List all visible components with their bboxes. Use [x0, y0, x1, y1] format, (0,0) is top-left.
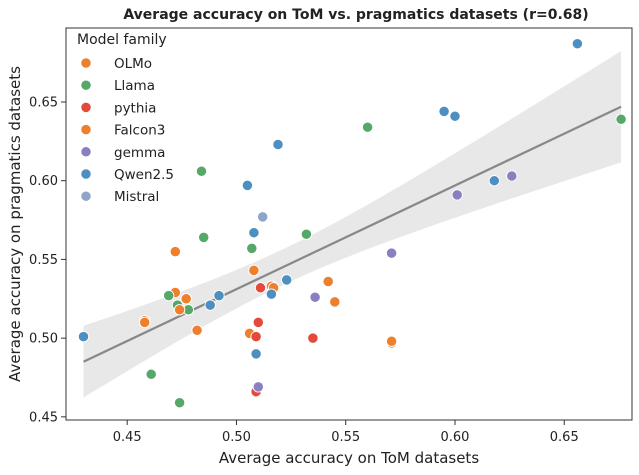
data-point: [385, 247, 398, 259]
data-point: [241, 179, 254, 192]
legend-marker: [80, 101, 92, 114]
legend-marker: [80, 123, 92, 136]
y-tick-label: 0.55: [29, 253, 58, 268]
data-point: [169, 245, 181, 258]
confidence-band: [83, 51, 622, 398]
data-point: [195, 165, 208, 177]
legend-marker: [80, 168, 92, 180]
legend-label: Mistral: [114, 189, 159, 205]
x-axis-label: Average accuracy on ToM datasets: [219, 449, 479, 467]
x-tick-label: 0.60: [441, 430, 470, 445]
y-tick-label: 0.45: [29, 410, 58, 425]
legend-label: pythia: [114, 100, 156, 116]
x-tick-label: 0.55: [331, 430, 360, 445]
data-point: [451, 189, 463, 201]
data-point: [385, 335, 398, 347]
data-point: [449, 110, 461, 122]
regression-line: [83, 105, 622, 363]
data-point: [250, 348, 262, 360]
legend-label: OLMo: [114, 56, 152, 72]
legend-label: Falcon3: [114, 123, 165, 139]
y-tick-label: 0.65: [29, 95, 58, 110]
x-tick-label: 0.45: [113, 430, 142, 445]
data-point: [198, 231, 210, 244]
legend-label: Llama: [114, 78, 155, 94]
data-point: [248, 227, 260, 239]
data-point: [254, 282, 267, 294]
data-point: [204, 299, 216, 311]
data-point: [281, 274, 293, 286]
data-point: [307, 332, 319, 344]
data-point: [571, 38, 584, 50]
legend-marker: [80, 146, 92, 158]
data-point: [361, 121, 374, 133]
data-point: [329, 296, 341, 308]
legend-marker: [80, 57, 92, 69]
data-point: [265, 288, 278, 300]
data-point: [173, 304, 186, 316]
data-point: [438, 105, 450, 118]
legend-marker: [80, 79, 92, 91]
data-point: [173, 397, 186, 409]
legend-label: Qwen2.5: [114, 167, 174, 183]
x-tick-label: 0.50: [222, 430, 251, 445]
chart-title: Average accuracy on ToM vs. pragmatics d…: [123, 7, 588, 23]
y-tick-label: 0.60: [29, 174, 58, 189]
plot-frame: [65, 27, 633, 421]
data-point: [248, 264, 260, 277]
legend-title: Model family: [77, 32, 167, 48]
data-point: [139, 316, 151, 329]
data-point: [191, 324, 203, 336]
data-point: [257, 211, 269, 223]
data-point: [145, 368, 157, 380]
data-point: [77, 330, 90, 343]
y-tick-label: 0.50: [29, 332, 58, 347]
data-point: [213, 289, 225, 302]
data-point: [252, 316, 264, 329]
data-point: [250, 330, 262, 343]
data-point: [615, 113, 627, 125]
data-point: [180, 293, 192, 305]
data-point: [322, 275, 334, 288]
data-point: [506, 170, 518, 182]
data-point: [300, 228, 313, 240]
y-axis-label: Average accuracy on pragmatics datasets: [6, 66, 24, 382]
data-point: [272, 138, 284, 151]
legend-marker: [80, 190, 92, 202]
data-point: [252, 381, 264, 393]
legend-label: gemma: [114, 145, 165, 161]
data-point: [246, 242, 258, 255]
data-point: [163, 289, 175, 302]
x-tick-label: 0.65: [550, 430, 579, 445]
data-point: [488, 175, 500, 187]
data-point: [309, 291, 321, 303]
legend: Model family OLMo Llama pythia Falcon3 gemma…: [77, 32, 174, 205]
